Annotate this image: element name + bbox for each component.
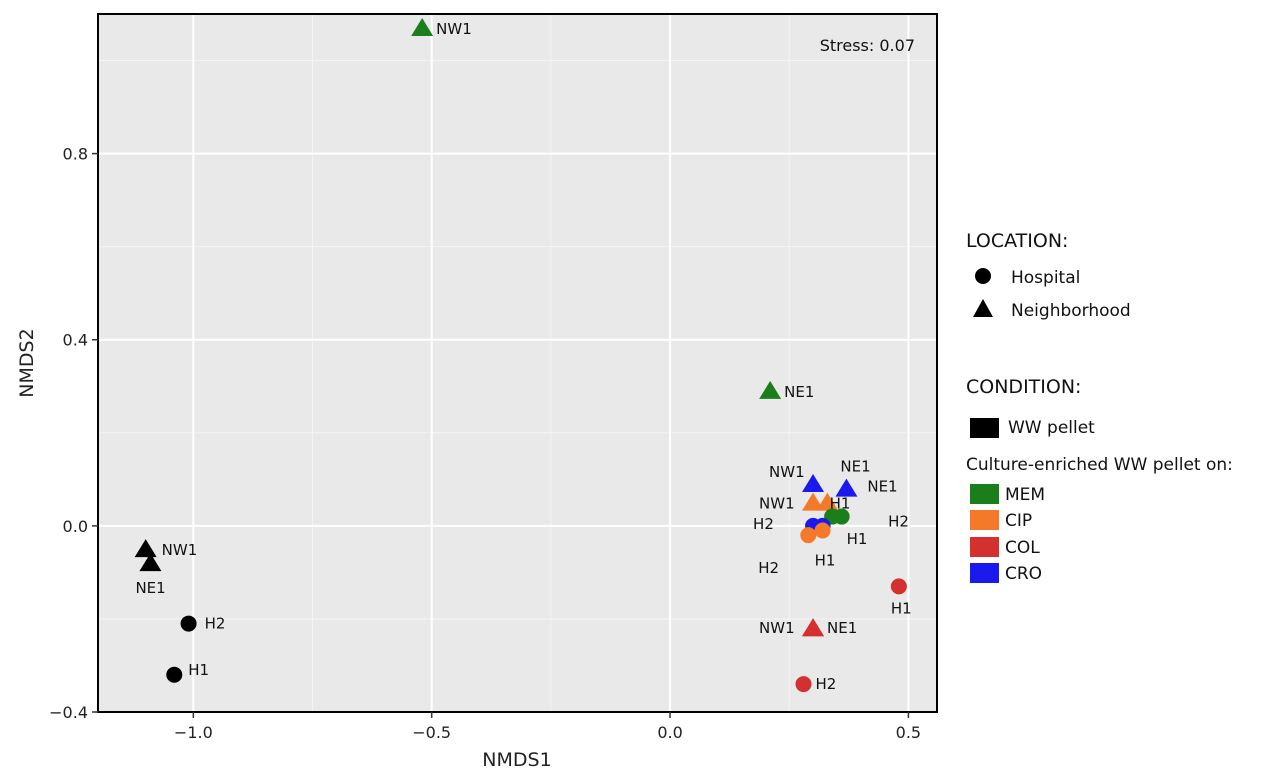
y-axis: −0.4 0.0 0.4 0.8	[49, 145, 98, 722]
legend-cip-swatch	[970, 510, 999, 530]
y-tick-label: 0.0	[63, 517, 88, 536]
data-point-triangle	[835, 478, 858, 497]
data-point-label: NE1	[840, 458, 870, 476]
legend-mem-swatch	[970, 484, 999, 504]
data-point-triangle	[802, 492, 825, 511]
data-point-label: NE1	[784, 383, 814, 401]
data-point-circle	[166, 666, 183, 683]
data-point-triangle	[816, 492, 839, 511]
data-point-label: H2	[753, 515, 774, 533]
legend-condition-title: CONDITION:	[966, 376, 1081, 398]
legend-col-swatch	[970, 537, 999, 557]
data-point-label: H2	[888, 513, 909, 531]
data-point-circle	[795, 676, 812, 693]
data-point-label: H2	[205, 615, 226, 633]
legend-neighborhood-triangle-icon	[973, 299, 993, 317]
data-point-triangle	[139, 553, 162, 572]
x-axis-title: NMDS1	[482, 749, 551, 771]
data-point-label: H2	[816, 675, 837, 693]
points-layer	[134, 17, 907, 693]
legend-mem-label: MEM	[1005, 485, 1045, 505]
plot-background	[98, 14, 937, 712]
legend-cip-label: CIP	[1005, 511, 1032, 531]
legend-pellet-swatch	[970, 418, 999, 438]
data-point-label: H1	[815, 552, 836, 570]
point-labels: NW1 NE1 NW1 NE1 NW1 NE1 H1 H2 H2 H1 H1 H2 H1 NW1 NE1 H2…	[135, 20, 911, 693]
legend-col-label: COL	[1005, 538, 1040, 558]
data-point-triangle	[759, 380, 782, 399]
data-point-circle	[800, 527, 817, 544]
y-tick-label: 0.4	[63, 331, 88, 350]
data-point-label: H2	[758, 559, 779, 577]
data-point-label: NW1	[759, 619, 795, 637]
data-point-label: NE1	[867, 478, 897, 496]
data-point-circle	[180, 615, 197, 632]
data-point-label: H1	[891, 599, 912, 617]
legend-location-title: LOCATION:	[966, 230, 1068, 252]
grid-minor	[98, 14, 937, 712]
data-point-label: NW1	[436, 20, 472, 38]
data-point-triangle	[802, 618, 825, 637]
y-tick-label: −0.4	[49, 703, 88, 722]
data-point-label: NW1	[769, 463, 805, 481]
y-axis-title: NMDS2	[16, 328, 38, 397]
legend-enriched-subtitle: Culture-enriched WW pellet on:	[966, 455, 1233, 475]
data-point-triangle	[802, 473, 825, 492]
x-tick-label: −0.5	[412, 723, 451, 742]
legend-pellet-label: WW pellet	[1008, 418, 1095, 438]
data-point-label: NE1	[135, 579, 165, 597]
x-tick-label: −1.0	[174, 723, 213, 742]
data-point-label: H1	[847, 530, 868, 548]
data-point-circle	[814, 522, 831, 539]
legend: LOCATION: Hospital Neighborhood CONDITIO…	[966, 230, 1233, 584]
x-axis: −1.0 −0.5 0.0 0.5	[174, 712, 921, 742]
x-tick-label: 0.0	[657, 723, 682, 742]
x-tick-label: 0.5	[896, 723, 921, 742]
legend-neighborhood-label: Neighborhood	[1011, 301, 1131, 321]
data-point-label: NW1	[759, 495, 795, 513]
data-point-triangle	[411, 17, 434, 36]
legend-hospital-circle-icon	[975, 268, 991, 284]
legend-hospital-label: Hospital	[1011, 268, 1080, 288]
data-point-circle	[890, 578, 907, 595]
data-point-label: H1	[188, 661, 209, 679]
plot-border	[97, 13, 938, 713]
stress-annotation: Stress: 0.07	[820, 36, 915, 55]
y-tick-label: 0.8	[63, 145, 88, 164]
data-point-label: NE1	[827, 619, 857, 637]
legend-cro-swatch	[970, 563, 999, 583]
data-point-triangle	[134, 539, 157, 558]
data-point-label: H1	[830, 495, 851, 513]
data-point-label: NW1	[162, 541, 198, 559]
legend-cro-label: CRO	[1005, 564, 1042, 584]
